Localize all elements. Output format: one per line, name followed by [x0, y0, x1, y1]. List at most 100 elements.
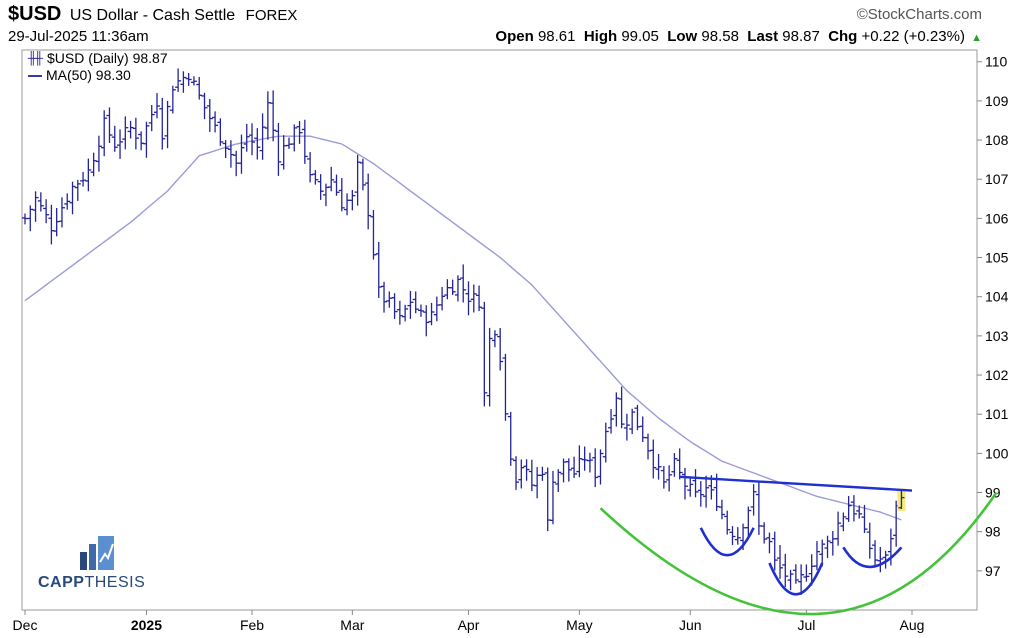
cup-arc	[599, 491, 998, 616]
ohlc-bar	[249, 123, 256, 156]
ohlc-bar	[106, 107, 113, 143]
legend-price-label: $USD (Daily) 98.87	[47, 50, 168, 66]
ohlc-bar	[32, 191, 39, 222]
ohlc-bar	[813, 541, 820, 571]
last-label: Last	[747, 28, 779, 45]
open-value: 98.61	[537, 28, 576, 45]
ohlc-bar	[623, 413, 630, 441]
ohlc-bar	[877, 547, 884, 573]
ohlc-bar	[127, 120, 134, 139]
ohlc-bar	[655, 453, 662, 480]
ma-swatch-icon	[28, 74, 42, 77]
ohlc-bar	[850, 495, 857, 522]
ohlc-bar	[117, 129, 124, 159]
ohlc-bar	[523, 459, 530, 481]
ohlc-bar	[703, 475, 710, 508]
exchange-label: FOREX	[245, 7, 298, 24]
ohlc-bar	[803, 564, 810, 582]
change-label: Chg	[828, 28, 858, 45]
ohlc-bar	[539, 466, 546, 481]
ohlc-bar	[407, 290, 414, 319]
ohlc-bar	[80, 171, 87, 187]
source-credit: ©StockCharts.com	[856, 6, 982, 23]
ohlc-bar	[835, 511, 842, 546]
low-value: 98.58	[701, 28, 739, 45]
ohlc-bar	[576, 445, 583, 478]
ohlc-bar	[338, 178, 345, 212]
high-label: High	[583, 28, 618, 45]
ohlc-bar	[396, 300, 403, 325]
ohlc-bar	[238, 134, 245, 174]
ohlc-bar	[212, 111, 219, 133]
ohlc-bar	[402, 304, 409, 322]
y-tick-label: 97	[985, 563, 1001, 579]
ohlc-bar	[64, 193, 71, 210]
ohlc-bar	[729, 526, 736, 545]
y-tick-label: 109	[985, 93, 1009, 109]
x-tick-label: May	[566, 617, 592, 633]
ohlc-bar	[724, 510, 731, 535]
ohlc-bar	[243, 123, 250, 152]
ohlc-bar	[333, 174, 340, 196]
plot-frame	[21, 49, 978, 611]
last-value: 98.87	[782, 28, 820, 45]
ohlc-bar	[95, 135, 102, 172]
ohlc-bar	[898, 490, 905, 509]
ohlc-bar	[666, 465, 673, 492]
ohlc-bar	[370, 210, 377, 260]
ohlc-bar	[502, 353, 509, 421]
ohlc-bar	[423, 305, 430, 337]
ohlc-bar	[602, 422, 609, 463]
ohlc-bar	[111, 125, 118, 152]
ticker-symbol: $USD	[8, 3, 62, 25]
pattern-overlays	[599, 475, 998, 616]
ohlc-bar	[697, 481, 704, 507]
y-tick-label: 102	[985, 367, 1009, 383]
ohlc-bar	[777, 545, 784, 579]
ohlc-bar	[676, 448, 683, 480]
ohlc-bar	[750, 484, 757, 516]
y-tick-label: 104	[985, 289, 1009, 305]
ohlc-bar	[85, 158, 92, 192]
ohlc-bar	[629, 408, 636, 435]
x-tick-label: Dec	[13, 617, 38, 633]
y-tick-label: 103	[985, 328, 1009, 344]
y-tick-label: 110	[985, 54, 1008, 70]
ohlc-bar	[391, 293, 398, 320]
ohlc-bar	[798, 564, 805, 595]
ohlc-bar	[660, 466, 667, 489]
y-tick-label: 98	[985, 524, 1001, 540]
ohlc-bar	[37, 192, 44, 212]
ohlc-bar	[771, 531, 778, 571]
ohlc-bar	[259, 113, 266, 160]
logo-text: CAPPTHESIS	[38, 574, 146, 591]
x-tick-label: Aug	[900, 617, 925, 633]
ohlc-bar	[497, 328, 504, 371]
shoulder-arc	[699, 527, 755, 557]
price-bars	[22, 68, 906, 595]
legend-ma: MA(50) 98.30	[28, 67, 168, 84]
shoulder-arc	[768, 562, 824, 596]
ohlc-bar	[856, 505, 863, 519]
y-tick-label: 106	[985, 210, 1009, 226]
bar-chart-logo-icon	[80, 536, 114, 570]
resistance-line	[679, 475, 913, 492]
ohlc-bar	[412, 291, 419, 314]
ohlc-bar	[132, 117, 139, 150]
ohlc-bar	[470, 284, 477, 313]
chart-legend: ╫╫ $USD (Daily) 98.87 MA(50) 98.30	[28, 50, 168, 84]
ohlc-bar	[381, 281, 388, 313]
ma-layer	[24, 135, 902, 521]
ohlc-bar	[296, 120, 303, 144]
y-tick-label: 101	[985, 406, 1009, 422]
ohlc-bar	[143, 121, 150, 158]
ohlc-bar	[254, 128, 261, 160]
ohlc-bar	[866, 522, 873, 559]
ohlc-bar	[365, 173, 372, 230]
ohlc-bar	[217, 118, 224, 146]
ohlc-bar	[359, 158, 366, 191]
ohlc-bar	[190, 76, 197, 86]
ohlc-bar	[465, 281, 472, 316]
chart-title: $USD US Dollar - Cash Settle FOREX	[8, 3, 297, 26]
